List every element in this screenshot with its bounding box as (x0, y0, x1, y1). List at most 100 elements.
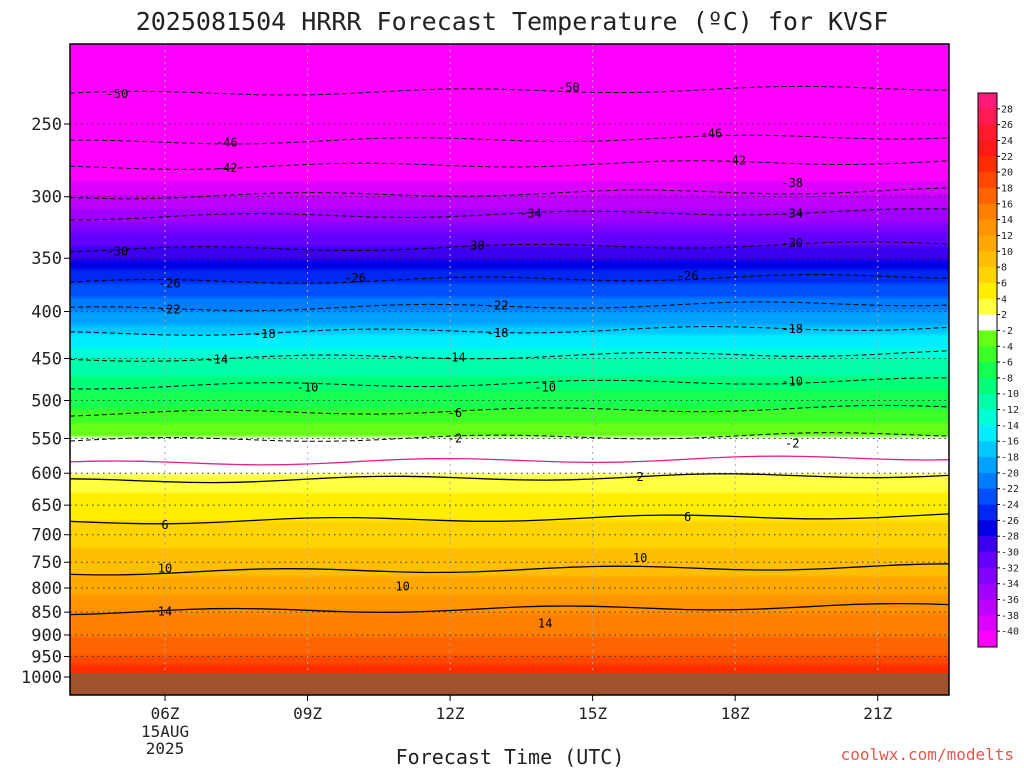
colorbar-label: 4 (1001, 294, 1007, 305)
colorbar-swatch (978, 140, 997, 157)
isotherm-label: -18 (487, 326, 509, 340)
colorbar-label: -34 (1001, 579, 1019, 590)
isotherm-label: 6 (161, 518, 168, 532)
plot-frame (69, 43, 950, 696)
colorbar-swatch (978, 552, 997, 569)
colorbar-label: -22 (1001, 484, 1019, 495)
colorbar-label: -26 (1001, 516, 1019, 527)
isotherm-line (70, 187, 949, 200)
isotherm-label: 14 (538, 617, 552, 631)
colorbar: 28 26 24 22 20 18 16 14 12 10 8 6 4 2 -2 -4 -6 -8 -10 -12 -1… (977, 92, 1019, 648)
isotherm-contours (70, 85, 949, 616)
colorbar-swatch (978, 567, 997, 584)
isotherm-label: -14 (444, 351, 466, 365)
y-tick-label-900: 900 (31, 626, 62, 646)
isotherm-line (70, 602, 949, 616)
colorbar-swatch (978, 504, 997, 521)
colorbar-swatch (978, 520, 997, 537)
y-tick-label-400: 400 (31, 302, 62, 322)
colorbar-frame (977, 92, 998, 648)
y-tick-label-750: 750 (31, 553, 62, 573)
isotherm-label: -38 (781, 176, 803, 190)
colorbar-label: 18 (1001, 183, 1013, 194)
colorbar-label: -4 (1001, 342, 1013, 353)
plot-area: -50 -50-46-46-42-42-38-34 -34-30 -30 -30-26-… (70, 44, 949, 695)
isotherm-label: -42 (216, 161, 238, 175)
colorbar-label: -10 (1001, 389, 1019, 400)
colorbar-label: -8 (1001, 373, 1013, 384)
colorbar-label: -18 (1001, 453, 1019, 464)
isotherm-label: 10 (395, 579, 409, 593)
credit-text: coolwx.com/modelts (841, 745, 1014, 764)
colorbar-swatch (978, 346, 997, 363)
isotherm-line (70, 455, 949, 466)
isotherm-line (70, 326, 949, 336)
colorbar-label: -12 (1001, 405, 1019, 416)
isotherm-label: 2 (637, 470, 644, 484)
isotherm-label: 14 (158, 605, 172, 619)
colorbar-label: 12 (1001, 231, 1013, 242)
colorbar-swatch (978, 267, 997, 284)
colorbar-swatch (978, 393, 997, 410)
colorbar-swatch (978, 203, 997, 220)
isotherm-label: -30 (463, 238, 485, 252)
colorbar-label: -40 (1001, 627, 1019, 638)
x-tick-label-21Z: 21Z (863, 704, 892, 723)
colorbar-swatch (978, 282, 997, 300)
colorbar-label: -36 (1001, 595, 1019, 606)
colorbar-label: 24 (1001, 136, 1013, 147)
y-tick-label-300: 300 (31, 188, 62, 208)
isotherm-label: 6 (684, 510, 691, 524)
colorbar-label: 22 (1001, 152, 1013, 163)
colorbar-swatch (978, 441, 997, 458)
colorbar-label: -16 (1001, 437, 1019, 448)
y-tick-label-950: 950 (31, 648, 62, 668)
isotherm-line (70, 160, 949, 170)
isotherm-label: -42 (724, 154, 746, 168)
y-tick-label-450: 450 (31, 349, 62, 369)
colorbar-swatch (978, 425, 997, 442)
colorbar-label: 16 (1001, 199, 1013, 210)
isotherm-label: -34 (520, 207, 542, 221)
isotherm-label: -18 (254, 327, 276, 341)
isotherm-line (70, 377, 949, 390)
ground-surface (70, 672, 949, 695)
x-tick-label-09Z: 09Z (293, 704, 322, 723)
isotherm-line (70, 432, 949, 442)
y-tick-label-850: 850 (31, 603, 62, 623)
colorbar-label: -38 (1001, 611, 1019, 622)
colorbar-swatch (978, 472, 997, 490)
colorbar-label: 6 (1001, 278, 1007, 289)
y-tick-label-600: 600 (31, 464, 62, 484)
isotherm-line (70, 241, 949, 253)
colorbar-label: 26 (1001, 120, 1013, 131)
colorbar-label: -2 (1001, 326, 1013, 337)
chart-title: 2025081504 HRRR Forecast Temperature (ºC… (136, 7, 889, 36)
y-tick-label-500: 500 (31, 392, 62, 412)
y-tick-label-800: 800 (31, 579, 62, 599)
colorbar-label: -28 (1001, 532, 1019, 543)
colorbar-label: -30 (1001, 548, 1019, 559)
temperature-field (70, 44, 949, 695)
colorbar-swatch (978, 599, 997, 616)
y-tick-label-550: 550 (31, 430, 62, 450)
colorbar-label: 14 (1001, 215, 1013, 226)
isotherm-label: -30 (107, 244, 129, 258)
colorbar-swatch (978, 583, 997, 600)
y-tick-label-650: 650 (31, 496, 62, 516)
isotherm-line (70, 301, 949, 312)
isotherm-label: -26 (344, 271, 366, 285)
colorbar-label: 8 (1001, 263, 1007, 274)
isotherm-label: -22 (487, 298, 509, 312)
isotherm-label: -14 (206, 352, 228, 366)
y-tick-label-1000: 1000 (21, 668, 62, 688)
colorbar-swatch (978, 409, 997, 426)
isotherm-label: -50 (107, 87, 129, 101)
colorbar-swatch (978, 631, 997, 648)
isotherm-label: -6 (448, 406, 462, 420)
y-axis: 250 300 350 400 450 500 550 600 650 700 750 800 850 9… (21, 115, 70, 688)
colorbar-label: 28 (1001, 104, 1013, 115)
y-tick-label-700: 700 (31, 526, 62, 546)
